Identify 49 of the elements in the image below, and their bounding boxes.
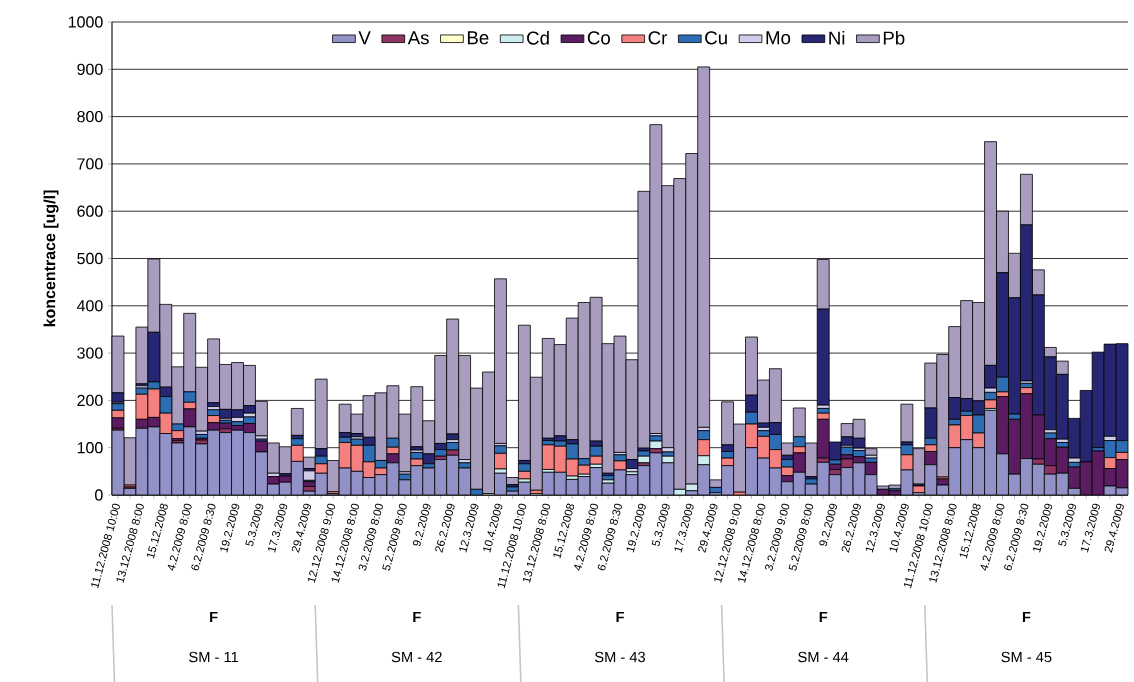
text: SM - 42 (391, 651, 442, 663)
y-tick-label: 1000 (68, 16, 103, 28)
x-tick-label: 5.3.2009 (245, 503, 264, 547)
legend-label: Mo (766, 31, 791, 45)
x-tick-label: 4.2.2009 8:00 (980, 503, 1005, 571)
x-tick-label: 17.3.2009 (268, 503, 288, 553)
x-tick-label: 6.2.2009 8:30 (1004, 503, 1029, 571)
x-tick-label: 6.2.2009 8:30 (597, 503, 622, 571)
legend-label: V (358, 31, 371, 45)
x-tick-label: 3.2.2009 8:00 (358, 503, 383, 571)
text: SM - 45 (1001, 651, 1052, 663)
legend-label: Co (587, 31, 610, 45)
x-tick-label: 4.2.2009 8:00 (167, 503, 192, 571)
x-tick-label: 6.2.2009 8:30 (191, 503, 216, 571)
y-tick-label: 600 (77, 205, 103, 217)
legend-label: Be (467, 31, 489, 45)
y-tick-label: 100 (77, 442, 103, 454)
y-tick-label: 700 (77, 158, 103, 170)
x-tick-label: 4.2.2009 8:00 (574, 503, 599, 571)
y-axis-title: koncentrace [ug/l] (43, 190, 59, 327)
y-tick-label: 0 (95, 489, 103, 501)
text: F (413, 611, 421, 623)
legend-label: Pb (883, 30, 905, 45)
legend-label: Ni (829, 30, 845, 45)
y-tick-label: 500 (77, 252, 103, 265)
x-tick-label: 5.3.2009 (651, 503, 670, 547)
text: F (616, 611, 624, 623)
text: SM - 44 (798, 651, 849, 663)
text: F (210, 611, 218, 623)
x-tick-label: 5.2.2009 8:00 (382, 503, 407, 571)
text: SM - 11 (189, 651, 239, 663)
y-tick-label: 400 (76, 300, 103, 312)
y-tick-label: 900 (77, 63, 103, 75)
legend-label: Cd (527, 30, 549, 45)
y-tick-label: 200 (77, 394, 103, 407)
x-tick-label: 9.2.2009 (412, 503, 431, 547)
y-tick-label: 800 (77, 110, 103, 123)
legend-label: Cr (648, 31, 668, 45)
x-tick-label: 19.2.2009 (1033, 503, 1053, 553)
x-tick-label: 5.2.2009 8:00 (788, 503, 814, 571)
y-tick-label: 300 (77, 347, 103, 359)
text: F (819, 611, 828, 623)
x-tick-label: 5.3.2009 (1058, 503, 1077, 547)
legend-label: Cu (705, 31, 727, 45)
text: F (1022, 611, 1031, 623)
x-tick-label: 17.3.2009 (1080, 503, 1100, 553)
legend-label: As (407, 31, 429, 45)
text: SM - 43 (595, 651, 646, 663)
x-tick-label: 9.2.2009 (819, 503, 838, 547)
